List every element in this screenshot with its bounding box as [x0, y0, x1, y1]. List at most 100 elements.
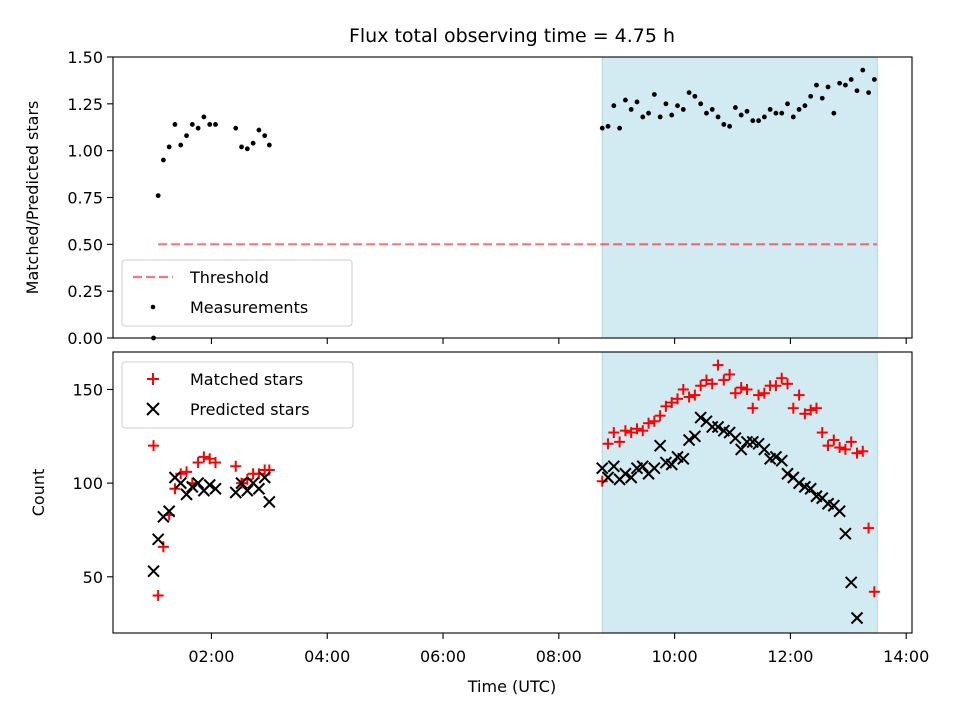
matched-star-point [822, 440, 834, 452]
predicted-star-point [619, 467, 632, 480]
bottom-x-axis: 02:00 04:00 06:00 08:00 10:00 12:00 14:00 [188, 633, 929, 666]
matched-star-point [689, 389, 701, 401]
matched-star-point [608, 427, 620, 439]
measurement-point [854, 88, 860, 94]
predicted-star-point [833, 505, 846, 518]
predicted-star-point [850, 611, 864, 625]
predicted-star-point [624, 471, 638, 484]
legend-measurements-label: Measurements [190, 298, 308, 317]
predicted-star-point [180, 488, 193, 501]
matched-star-point [654, 410, 666, 422]
measurement-point [727, 123, 733, 129]
measurement-point [843, 82, 848, 88]
predicted-star-point [162, 505, 176, 518]
matched-star-point [631, 423, 643, 435]
measurement-point [628, 107, 634, 112]
matched-star-point [845, 436, 857, 448]
bottom-y-axis-label: Count [29, 469, 48, 517]
observing-window-shade-top [601, 56, 878, 339]
measurement-point [623, 97, 628, 103]
measurement-point [796, 107, 802, 112]
predicted-star-point [758, 443, 771, 456]
matched-star-point [700, 374, 712, 386]
measurement-point [837, 80, 843, 86]
matched-star-point [230, 460, 242, 472]
matched-star-point [625, 427, 637, 439]
predicted-star-point [740, 435, 754, 449]
y-tick-label: 0.00 [67, 329, 103, 348]
predicted-star-point [729, 431, 742, 445]
y-tick-label: 0.50 [67, 235, 103, 254]
legend-threshold-label: Threshold [189, 268, 269, 287]
matched-star-point [643, 417, 655, 429]
legend-measurements-swatch [150, 304, 156, 310]
measurement-point [756, 118, 761, 124]
measurement-point [617, 125, 623, 131]
y-tick-label: 1.25 [67, 95, 103, 114]
measurement-point [669, 112, 675, 118]
matched-star-point [209, 457, 221, 469]
y-tick-label: 1.50 [67, 48, 103, 67]
top-x-ticks [210, 338, 907, 344]
matched-star-point [770, 380, 782, 392]
legend-matched-label: Matched stars [190, 370, 303, 389]
matched-star-point [148, 440, 160, 452]
measurement-point [744, 108, 750, 114]
matched-star-point [741, 383, 753, 395]
measurement-point [721, 122, 727, 127]
measurement-point [819, 95, 825, 101]
legend-predicted-label: Predicted stars [190, 400, 310, 419]
y-tick-label: 1.00 [67, 142, 103, 161]
matched-star-point [706, 378, 718, 390]
matched-star-point [851, 447, 863, 459]
predicted-star-point [665, 458, 678, 471]
measurement-point [166, 144, 172, 150]
matched-star-point [695, 380, 707, 392]
predicted-star-point [241, 484, 254, 497]
predicted-star-point [235, 476, 248, 490]
predicted-star-points [147, 411, 864, 625]
bottom-panel: 50 100 150 02:00 04:00 06:00 08:00 10:00 12:00 1… [29, 351, 929, 696]
measurement-point [750, 118, 756, 124]
x-tick-label: 06:00 [420, 647, 466, 666]
measurement-point [244, 146, 250, 152]
measurement-point [779, 110, 785, 116]
measurement-point [704, 110, 709, 116]
y-tick-label: 50 [83, 568, 103, 587]
measurement-point [871, 77, 877, 82]
matched-star-point [660, 400, 672, 412]
measurement-point [831, 110, 837, 116]
measurement-point [605, 123, 611, 129]
measurement-point [709, 107, 715, 112]
predicted-star-point [792, 476, 806, 490]
predicted-star-point [151, 533, 165, 546]
x-tick-label: 14:00 [883, 647, 929, 666]
measurement-point [646, 110, 651, 116]
matched-star-point [677, 383, 689, 395]
measurement-point [599, 125, 605, 131]
measurement-point [651, 92, 657, 97]
measurement-point [733, 105, 738, 110]
matched-star-point [614, 436, 626, 448]
predicted-star-point [203, 478, 216, 492]
y-tick-label: 150 [72, 380, 103, 399]
measurement-point [611, 103, 617, 109]
predicted-star-point [636, 460, 649, 473]
matched-star-point [718, 374, 730, 386]
measurement-point [634, 99, 640, 105]
bottom-legend: Matched stars Predicted stars [121, 361, 354, 429]
measurement-point [866, 90, 871, 95]
predicted-star-point [596, 461, 609, 475]
predicted-star-point [258, 471, 271, 484]
measurement-point [825, 84, 831, 90]
matched-star-point [175, 468, 187, 480]
predicted-star-point [209, 482, 222, 495]
predicted-star-point [839, 527, 852, 540]
predicted-star-point [229, 486, 242, 499]
measurement-point [207, 122, 213, 127]
predicted-star-point [682, 433, 696, 447]
legend-predicted-swatch [146, 402, 160, 416]
matched-star-point [805, 404, 817, 416]
predicted-star-point [734, 443, 748, 456]
predicted-star-point [607, 460, 621, 473]
